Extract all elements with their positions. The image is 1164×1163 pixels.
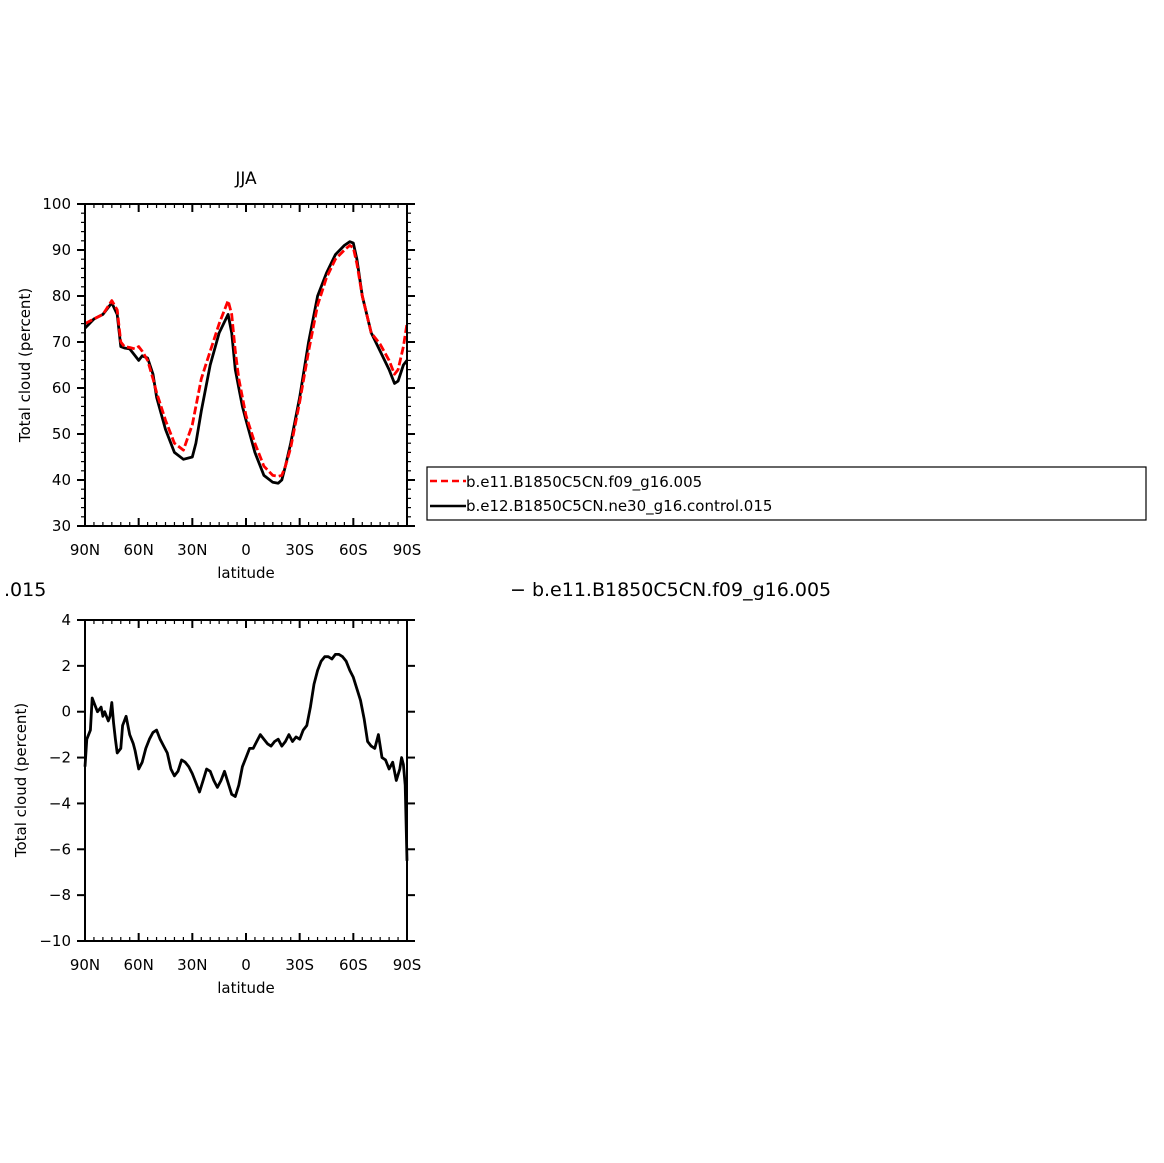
- bottom-plot-frame: [84, 619, 408, 942]
- bottom-y-tick-label: −6: [49, 840, 71, 858]
- legend-box: [426, 466, 1147, 521]
- bottom-y-axis-title: Total cloud (percent): [12, 703, 30, 858]
- top-x-tick-label: 90S: [393, 541, 422, 559]
- bottom-y-tick-label: −8: [49, 886, 71, 904]
- top-x-tick-label: 0: [241, 541, 251, 559]
- top-series-line-1: [84, 243, 409, 478]
- chart-title: JJA: [234, 169, 257, 189]
- top-y-tick-label: 90: [52, 241, 71, 259]
- bottom-y-tick-label: −10: [39, 932, 71, 950]
- bottom-y-tick-label: 4: [61, 611, 71, 629]
- bottom-panel: 90N 60N 30N 0 30S 60S 90S −10 −8 −6 −4 −2 0 2 4 latitu…: [12, 611, 421, 997]
- bottom-x-tick-label: 0: [241, 956, 251, 974]
- top-y-tick-label: 30: [52, 517, 71, 535]
- top-y-tick-label: 70: [52, 333, 71, 351]
- legend-label-series-1: b.e11.B1850C5CN.f09_g16.005: [466, 473, 702, 492]
- stray-label-right: − b.e11.B1850C5CN.f09_g16.005: [510, 579, 831, 601]
- top-y-axis-title: Total cloud (percent): [16, 288, 34, 443]
- bottom-y-tick-label: −2: [49, 749, 71, 767]
- bottom-series-line-1: [83, 653, 409, 861]
- top-y-tick-label: 80: [52, 287, 71, 305]
- top-series-group: [83, 240, 409, 485]
- bottom-y-tick-label: −4: [49, 794, 71, 812]
- bottom-x-axis-title: latitude: [217, 979, 275, 997]
- top-plot-frame: [84, 203, 408, 527]
- top-x-tick-label: 30S: [285, 541, 314, 559]
- top-x-axis-title: latitude: [217, 564, 275, 582]
- top-x-tick-label: 60S: [339, 541, 368, 559]
- bottom-x-tick-label: 30S: [285, 956, 314, 974]
- top-y-tick-label: 50: [52, 425, 71, 443]
- top-y-tick-label: 60: [52, 379, 71, 397]
- top-y-tick-label: 100: [42, 195, 71, 213]
- top-x-tick-label: 90N: [70, 541, 100, 559]
- stray-label-left: .015: [4, 579, 46, 601]
- bottom-x-tick-label: 90S: [393, 956, 422, 974]
- top-ticks: 90N 60N 30N 0 30S 60S 90S 30 40 50 60 70 80 90 100: [42, 195, 421, 559]
- bottom-x-tick-label: 30N: [177, 956, 207, 974]
- bottom-y-tick-label: 0: [61, 703, 71, 721]
- bottom-x-tick-label: 60N: [124, 956, 154, 974]
- bottom-series-group: [83, 653, 409, 861]
- legend-label-series-2: b.e12.B1850C5CN.ne30_g16.control.015: [466, 497, 772, 516]
- top-y-tick-label: 40: [52, 471, 71, 489]
- top-panel: JJA 90N 60N 30N 0 30S 60S 90S 30 40 50 60 70 80 90 100…: [16, 169, 421, 582]
- bottom-x-tick-label: 90N: [70, 956, 100, 974]
- legend: b.e11.B1850C5CN.f09_g16.005 b.e12.B1850C…: [426, 466, 1147, 521]
- bottom-y-tick-label: 2: [61, 657, 71, 675]
- bottom-x-tick-label: 60S: [339, 956, 368, 974]
- top-x-tick-label: 60N: [124, 541, 154, 559]
- top-x-tick-label: 30N: [177, 541, 207, 559]
